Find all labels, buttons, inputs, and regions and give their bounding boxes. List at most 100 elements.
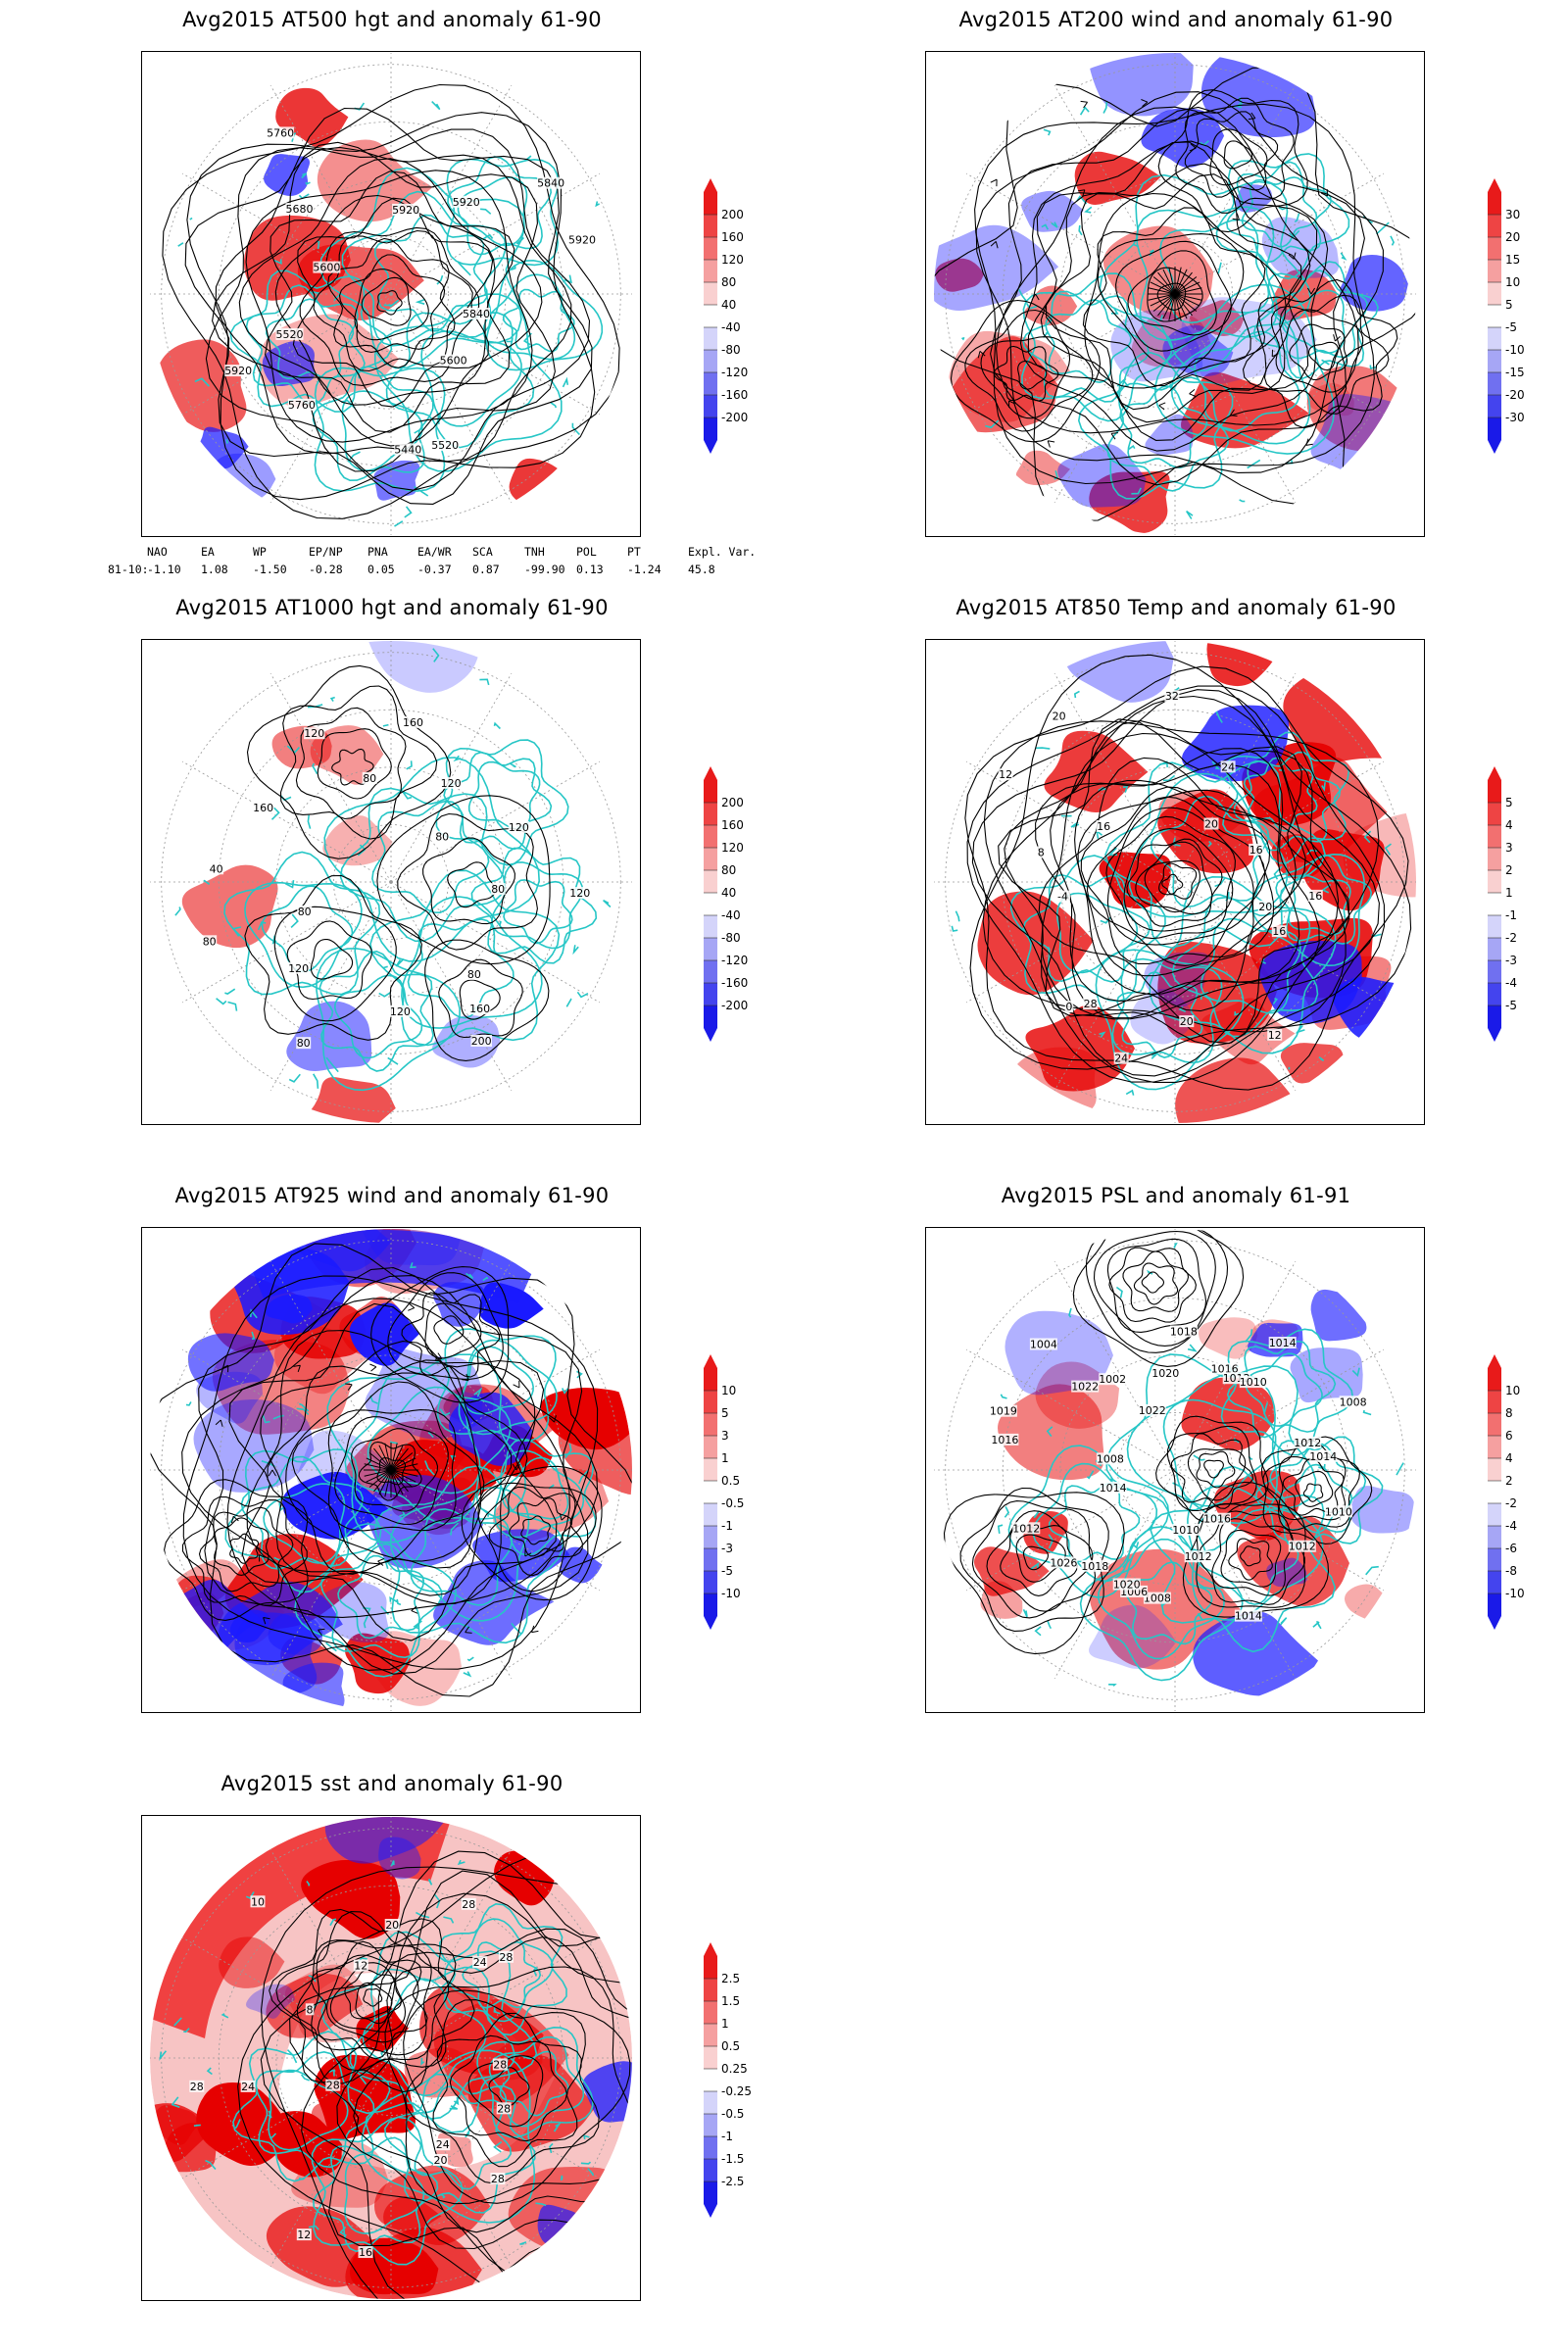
- contour-label: 0: [1065, 1001, 1072, 1013]
- positive-anomaly: [301, 1859, 401, 1939]
- contour-label: 1012: [1185, 1550, 1212, 1563]
- contour-label: 8: [1038, 847, 1045, 859]
- colorbar-swatch: [1488, 237, 1501, 260]
- colorbar-swatch: [704, 1526, 717, 1548]
- contour-label: 24: [436, 2138, 450, 2151]
- contour-label: 24: [241, 2081, 255, 2093]
- colorbar-swatch: [1488, 215, 1501, 237]
- panel-title: Avg2015 AT925 wind and anomaly 61-90: [174, 1184, 610, 1207]
- colorbar-swatch: [704, 848, 717, 870]
- colorbar-swatch: [704, 1548, 717, 1571]
- colorbar-label: -2: [1505, 931, 1517, 945]
- meridian: [270, 2057, 392, 2268]
- colorbar-swatches: 30 20 15 10 5 -5 -10 -15 -20 -30: [1488, 178, 1525, 454]
- colorbar-label: 1.5: [721, 1994, 740, 2008]
- colorbar-swatch: [704, 893, 717, 915]
- teleconnection-header: SCA: [472, 545, 493, 559]
- positive-anomaly: [196, 2082, 287, 2167]
- colorbar-label: 30: [1505, 208, 1520, 221]
- meridian: [181, 293, 392, 416]
- colorbar-swatch: [1488, 1548, 1501, 1571]
- panel-title: Avg2015 AT500 hgt and anomaly 61-90: [182, 8, 602, 31]
- negative-anomaly: [934, 224, 1059, 311]
- positive-anomaly: [1089, 471, 1170, 534]
- colorbar-bottom-arrow: [704, 440, 717, 454]
- colorbar-label: -0.25: [721, 2084, 752, 2098]
- colorbar-label: 10: [721, 1384, 736, 1397]
- meridian: [390, 84, 513, 295]
- contour-lines: [162, 83, 620, 519]
- contour-label: 5920: [453, 196, 480, 209]
- colorbar-swatches: 10 8 6 4 2 -2 -4 -6 -8 -10: [1488, 1354, 1525, 1630]
- colorbar-label: 2.5: [721, 1972, 740, 1985]
- contour-label: 12: [999, 768, 1012, 781]
- colorbar-swatches: 200 160 120 80 40 -40 -80 -120 -160 -200: [704, 178, 748, 454]
- negative-anomaly: [324, 1817, 447, 1864]
- negative-anomaly: [349, 1302, 419, 1366]
- colorbar-swatch: [1488, 1503, 1501, 1526]
- meridian: [181, 172, 392, 295]
- contour-label: 16: [1097, 820, 1110, 833]
- colorbar-label: -200: [721, 411, 748, 424]
- contour-label: 28: [462, 1898, 475, 1911]
- colorbar-swatch: [704, 1571, 717, 1593]
- colorbar-swatch: [1488, 915, 1501, 938]
- negative-anomaly: [264, 154, 311, 196]
- colorbar-label: 3: [1505, 841, 1513, 855]
- negative-anomaly: [1141, 108, 1225, 168]
- negative-anomaly: [1089, 1604, 1177, 1669]
- colorbar-swatch: [704, 1413, 717, 1436]
- colorbar-swatch: [1488, 960, 1501, 983]
- latitude-circle: [275, 178, 507, 410]
- teleconnection-header: PNA: [368, 545, 388, 559]
- colorbar-label: 4: [1505, 818, 1513, 832]
- contour-label: 28: [493, 2059, 507, 2072]
- colorbar-swatch: [704, 2114, 717, 2136]
- colorbar-label: -200: [721, 999, 748, 1012]
- panel-title: Avg2015 AT850 Temp and anomaly 61-90: [956, 596, 1396, 619]
- colorbar-swatch: [1488, 1481, 1501, 1503]
- colorbar-top-arrow: [1488, 178, 1501, 192]
- contour-label: 80: [297, 1037, 311, 1050]
- teleconnection-header: EA: [201, 545, 215, 559]
- colorbar-label: -80: [721, 931, 741, 945]
- contour-label: 120: [288, 962, 309, 975]
- contour-label: 5760: [288, 399, 316, 412]
- colorbar-label: 1: [721, 2017, 729, 2031]
- colorbar-swatch: [1488, 1413, 1501, 1436]
- teleconnection-value: -0.28: [309, 563, 343, 576]
- latitude-circle: [945, 1240, 1405, 1700]
- colorbar-label: -160: [721, 388, 748, 402]
- latitude-circle: [161, 652, 621, 1112]
- teleconnection-value: -1.24: [627, 563, 662, 576]
- colorbar-label: 6: [1505, 1429, 1513, 1443]
- polar-map: [925, 51, 1425, 537]
- positive-anomaly: [1044, 730, 1149, 813]
- contour-label: 5520: [431, 439, 459, 452]
- colorbar-label: 200: [721, 796, 744, 809]
- contour-label: 120: [304, 727, 324, 740]
- teleconnection-header: TNH: [524, 545, 545, 559]
- colorbar-label: -2.5: [721, 2175, 744, 2188]
- colorbar-swatch: [1488, 1368, 1501, 1391]
- teleconnection-table: NAO EA WP EP/NP PNA EA/WR SCA TNH POL PT Expl. Var…: [108, 545, 756, 584]
- colorbar-swatch: [1488, 1526, 1501, 1548]
- contour-label: 1004: [1030, 1339, 1057, 1351]
- coastlines: [174, 648, 612, 1092]
- contour-label: 1019: [990, 1405, 1017, 1418]
- teleconnection-values: 81-10: -1.10 1.08 -1.50 -0.28 0.05 -0.37 0.87 -9…: [108, 563, 735, 578]
- colorbar-label: 0.5: [721, 1474, 740, 1488]
- colorbar-label: 0.5: [721, 2039, 740, 2053]
- contour-label: 1020: [1152, 1367, 1179, 1380]
- colorbar-label: -10: [721, 1587, 741, 1600]
- contour-label: 5840: [463, 308, 490, 320]
- colorbar-label: 10: [1505, 275, 1520, 289]
- contour-label: 28: [499, 1951, 513, 1964]
- latitude-circle: [161, 64, 621, 524]
- contour-label: 28: [190, 2081, 204, 2093]
- colorbar-swatch: [1488, 983, 1501, 1005]
- contour-label: 20: [1204, 818, 1218, 831]
- contour-label: 120: [390, 1005, 411, 1018]
- positive-anomaly: [935, 258, 985, 292]
- contour-label: 16: [359, 2246, 372, 2259]
